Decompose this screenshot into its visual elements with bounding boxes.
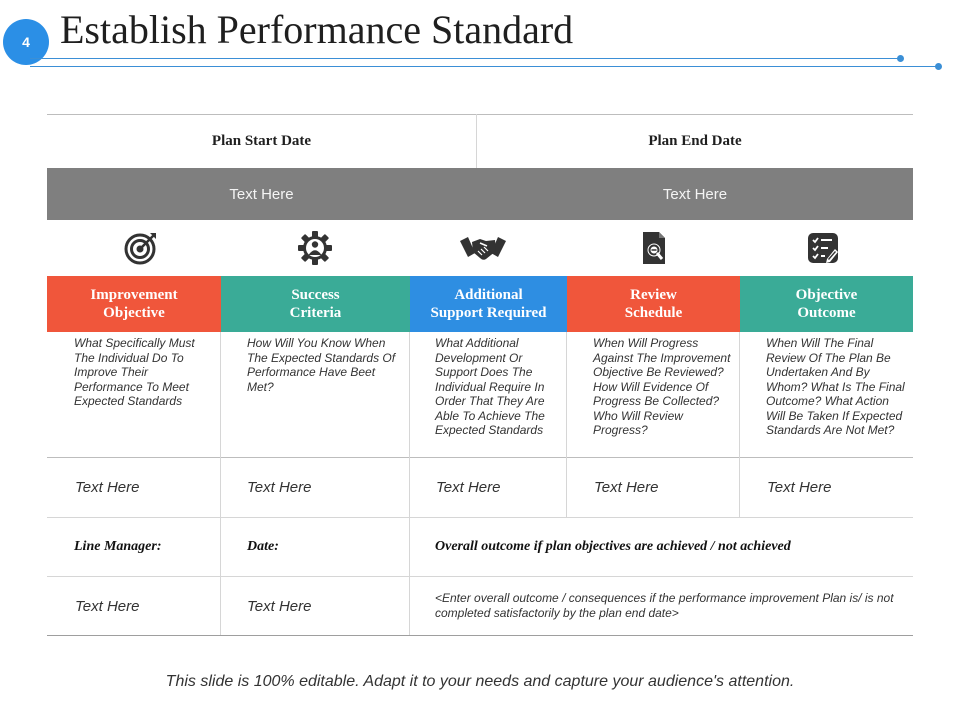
table-row-divider [47, 517, 913, 518]
column-description: How Will You Know When The Expected Stan… [247, 336, 396, 394]
title-underline-secondary [30, 66, 940, 67]
category-label: Improvement Objective [90, 287, 178, 321]
underline-dot [897, 55, 904, 62]
plan-divider [476, 114, 477, 168]
table-row-divider [47, 576, 913, 577]
column-description: When Will The Final Review Of The Plan B… [766, 336, 905, 437]
slide-number-badge: 4 [3, 19, 49, 65]
table-bottom-border [47, 635, 913, 636]
column-divider [220, 332, 221, 635]
column-divider [739, 332, 740, 517]
overall-outcome-value[interactable]: <Enter overall outcome / consequences if… [435, 591, 894, 620]
line-manager-value[interactable]: Text Here [75, 597, 140, 615]
category-label: Success Criteria [289, 287, 342, 321]
plan-start-label: Plan Start Date [211, 132, 312, 149]
column-value[interactable]: Text Here [247, 479, 312, 496]
column-divider [566, 332, 567, 517]
category-header-additional-support: Additional Support Required [410, 276, 567, 332]
category-header-review-schedule: Review Schedule [567, 276, 740, 332]
category-label: Additional Support Required [430, 287, 547, 321]
plan-dates-band [47, 168, 913, 220]
date-value[interactable]: Text Here [247, 597, 312, 615]
table-row-divider [47, 457, 913, 458]
column-value[interactable]: Text Here [594, 479, 659, 496]
line-manager-label: Line Manager: [74, 539, 162, 554]
column-description: When Will Progress Against The Improveme… [593, 336, 731, 437]
plan-end-value[interactable]: Text Here [662, 185, 728, 203]
date-label: Date: [247, 539, 279, 554]
column-divider [409, 332, 410, 635]
category-label: Review Schedule [624, 287, 683, 321]
column-value[interactable]: Text Here [436, 479, 501, 496]
overall-outcome-label: Overall outcome if plan objectives are a… [435, 539, 791, 554]
underline-dot [935, 63, 942, 70]
target-icon [122, 229, 160, 267]
handshake-icon [457, 229, 509, 267]
table-top-border [47, 114, 913, 115]
category-header-success-criteria: Success Criteria [221, 276, 410, 332]
checklist-icon [804, 229, 842, 267]
category-header-objective-outcome: Objective Outcome [740, 276, 913, 332]
plan-start-value[interactable]: Text Here [229, 185, 294, 203]
title-underline [30, 58, 902, 59]
column-value[interactable]: Text Here [767, 479, 832, 496]
column-description: What Specifically Must The Individual Do… [74, 336, 195, 408]
plan-end-label: Plan End Date [648, 132, 742, 149]
document-search-icon [635, 229, 673, 267]
column-value[interactable]: Text Here [75, 479, 140, 496]
gear-person-icon [296, 229, 334, 267]
category-header-improvement-objective: Improvement Objective [47, 276, 221, 332]
page-title: Establish Performance Standard [60, 7, 574, 52]
footer-note: This slide is 100% editable. Adapt it to… [165, 673, 795, 690]
column-description: What Additional Development Or Support D… [435, 336, 545, 437]
category-label: Objective Outcome [795, 287, 858, 321]
